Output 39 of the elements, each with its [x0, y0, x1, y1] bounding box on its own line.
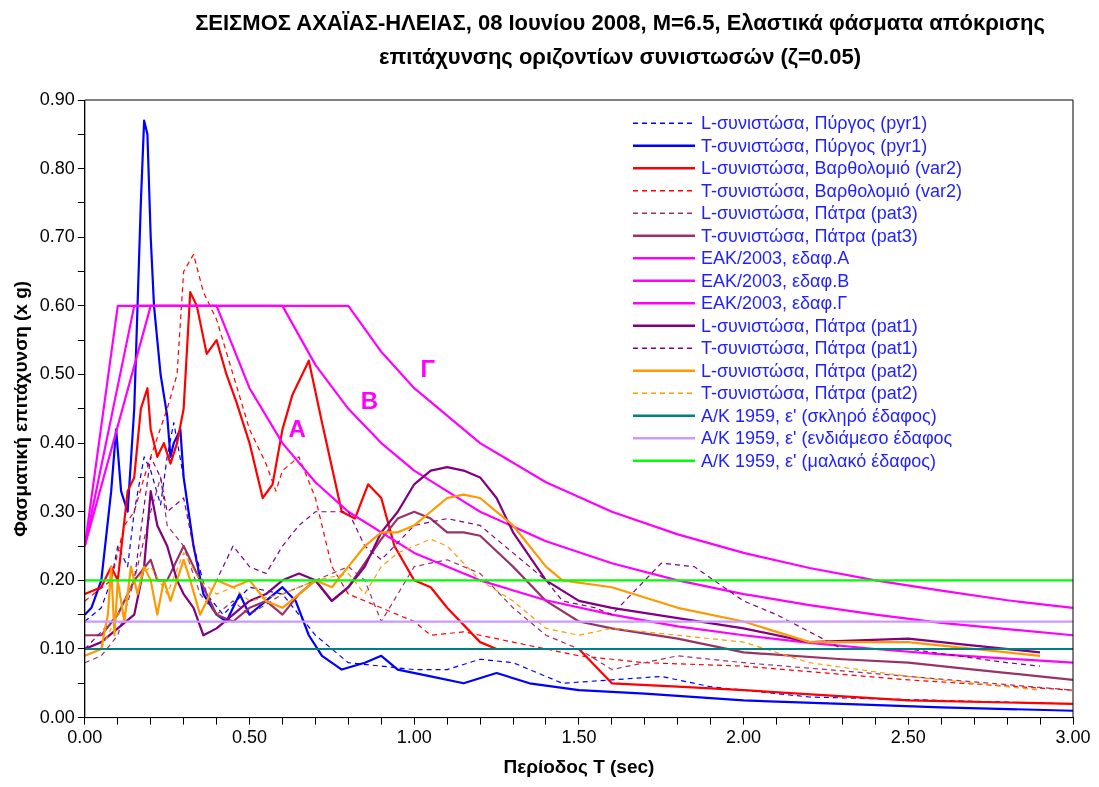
x-tick-label: 2.00 — [726, 727, 762, 748]
y-tick-label: 0.10 — [39, 637, 75, 658]
y-axis-title: Φασματική επιτάχυνση (x g) — [9, 280, 31, 537]
y-tick-label: 0.50 — [39, 363, 75, 384]
y-tick-label: 0.80 — [39, 157, 75, 178]
y-tick-label: 0.20 — [39, 569, 75, 590]
annotation: B — [360, 387, 379, 415]
legend-label: T-συνιστώσα, Πάτρα (pat3) — [701, 225, 918, 246]
x-tick-label: 3.00 — [1055, 727, 1091, 748]
y-tick-label: 0.60 — [39, 294, 75, 315]
legend-label: T-συνιστώσα, Βαρθολομιό (var2) — [701, 180, 962, 201]
legend-label: A/K 1959, ε' (σκληρό έδαφος) — [701, 405, 937, 426]
x-tick-label: 0.00 — [67, 727, 103, 748]
annotation: A — [288, 415, 306, 443]
y-tick-label: 0.40 — [39, 432, 75, 453]
legend-label: L-συνιστώσα, Πάτρα (pat1) — [701, 315, 918, 336]
chart-title: ΣΕΙΣΜΟΣ ΑΧΑΪΑΣ-ΗΛΕΙΑΣ, 08 Ιουνίου 2008, M=6.5, Ελαστικά φάσματα απόκρισης επιτάχυνσης οριζοντίων συνιστωσών (ζ=0.05) — [194, 9, 1046, 71]
x-tick-label: 0.50 — [232, 727, 268, 748]
legend-label: T-συνιστώσα, Πάτρα (pat1) — [701, 338, 918, 359]
legend-label: A/K 1959, ε' (μαλακό έδαφος) — [701, 450, 937, 471]
x-tick-label: 1.00 — [396, 727, 432, 748]
y-tick-label: 0.90 — [39, 88, 75, 109]
x-tick-label: 1.50 — [561, 727, 597, 748]
x-tick-label: 2.50 — [890, 727, 926, 748]
legend-label: A/K 1959, ε' (ενδιάμεσο έδαφος — [701, 428, 953, 449]
legend-label: EAK/2003, εδαφ.Γ — [701, 293, 848, 314]
legend-label: EAK/2003, εδαφ.A — [701, 248, 850, 269]
annotation: Γ — [420, 354, 436, 382]
x-axis-title: Περίοδος T (sec) — [503, 755, 655, 777]
legend-label: T-συνιστώσα, Πάτρα (pat2) — [701, 383, 918, 404]
legend-label: T-συνιστώσα, Πύργος (pyr1) — [701, 135, 928, 156]
legend-label: L-συνιστώσα, Πάτρα (pat2) — [701, 360, 918, 381]
legend-label: L-συνιστώσα, Πάτρα (pat3) — [701, 203, 918, 224]
legend-label: L-συνιστώσα, Βαρθολομιό (var2) — [701, 158, 962, 179]
y-tick-label: 0.30 — [39, 500, 75, 521]
legend-label: L-συνιστώσα, Πύργος (pyr1) — [701, 113, 928, 134]
legend-label: EAK/2003, εδαφ.B — [701, 270, 850, 291]
y-tick-label: 0.70 — [39, 226, 75, 247]
y-tick-label: 0.00 — [39, 706, 75, 727]
